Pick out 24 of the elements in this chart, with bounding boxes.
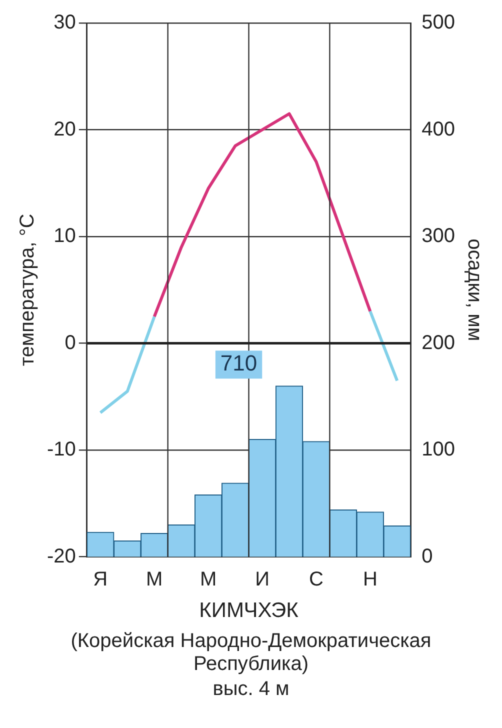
y-tick-label: 10 [54,225,76,248]
x-tick-label: М [146,568,163,590]
y-tick-label: -10 [47,438,76,461]
text: выс. 4 м [212,678,290,701]
y2-axis-title: осадки, мм [463,238,486,342]
y-tick-label: 30 [54,12,76,34]
x-tick-label: М [200,568,217,590]
y-tick-label: -20 [47,545,76,568]
y2-tick-label: 400 [422,118,456,140]
x-tick-label: Н [362,568,378,590]
y-tick-label: 0 [64,332,76,354]
text: (Корейская Народно-Демократическая Республика) [70,630,432,676]
y2-tick-label: 100 [422,438,456,461]
x-tick-label: И [255,568,270,590]
x-axis-title: КИМЧХЭК [199,599,300,622]
y-tick-label: 20 [54,118,76,140]
y2-tick-label: 0 [422,545,433,568]
y2-tick-label: 500 [422,12,456,34]
y2-tick-label: 300 [422,225,456,248]
x-tick-label: Я [93,568,108,590]
y2-tick-label: 200 [422,332,456,354]
annotation: 710 [220,350,258,376]
y-axis-title: температура, °С [16,214,39,366]
x-tick-label: С [308,568,324,590]
